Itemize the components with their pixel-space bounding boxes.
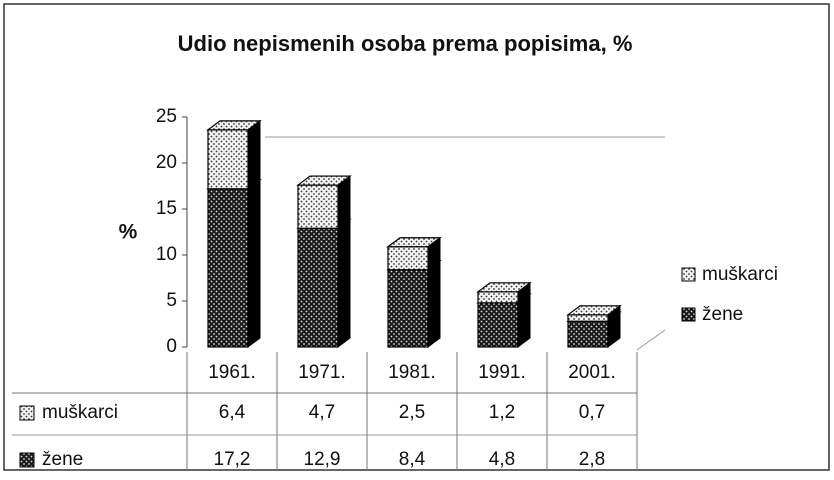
bar-segment [566,304,622,323]
table-cell: 0,7 [579,402,605,423]
y-axis-label: % [119,221,138,244]
table-cell: 4,8 [489,449,515,470]
x-tick-label: 1991. [478,362,526,383]
bar-segment [476,292,532,348]
y-tick-label: 15 [156,198,177,219]
legend-swatch [19,452,35,468]
bar-side [427,259,441,348]
legend-label: muškarci [702,264,778,285]
bar-front [387,246,429,271]
legend-swatch [681,267,696,282]
bar-segment [386,259,442,348]
bar-top [296,175,352,186]
row-label: žene [42,449,83,470]
x-tick-label: 1971. [298,362,346,383]
bar-front [477,291,519,304]
y-tick-label: 5 [166,290,177,311]
table-cell: 1,2 [489,402,515,423]
x-tick-label: 2001. [568,362,616,383]
bar-side [247,178,261,348]
floor-edge [636,329,666,351]
bar-side [337,218,351,348]
legend-swatch [19,405,35,421]
bar-front [297,184,339,229]
row-label: muškarci [42,402,118,423]
bar-front [567,320,609,348]
x-tick-label: 1961. [208,362,256,383]
table-cell: 2,8 [579,449,605,470]
bar-top [476,282,532,293]
y-tick-label: 10 [156,244,177,265]
bar-front [387,269,429,348]
table-cell: 6,4 [219,402,246,423]
table-cell: 8,4 [399,449,426,470]
bar-segment [296,175,352,230]
table-cell: 12,9 [304,449,341,470]
y-tick-label: 25 [156,106,177,127]
bar-top [566,305,622,316]
bar-segment [206,178,262,348]
chart-title: Udio nepismenih osoba prema popisima, % [178,31,633,56]
y-tick-label: 0 [166,336,177,357]
bar-front [207,188,249,348]
bar-segment [476,281,532,304]
y-tick-label: 20 [156,152,177,173]
table-cell: 2,5 [399,402,425,423]
bar-top [386,237,442,248]
x-tick-label: 1981. [388,362,436,383]
legend-swatch [681,307,696,322]
bar-side [247,119,261,190]
bar-segment [296,218,352,348]
frame [3,3,830,471]
bar-front [297,227,339,348]
bar-segment [206,119,262,190]
bar-top [206,120,262,131]
bar-front [567,314,609,322]
table-cell: 4,7 [309,402,335,423]
table-cell: 17,2 [214,449,251,470]
bar-front [477,302,519,348]
bar-segment [386,236,442,271]
legend-label: žene [702,304,743,325]
bar-front [207,129,249,190]
